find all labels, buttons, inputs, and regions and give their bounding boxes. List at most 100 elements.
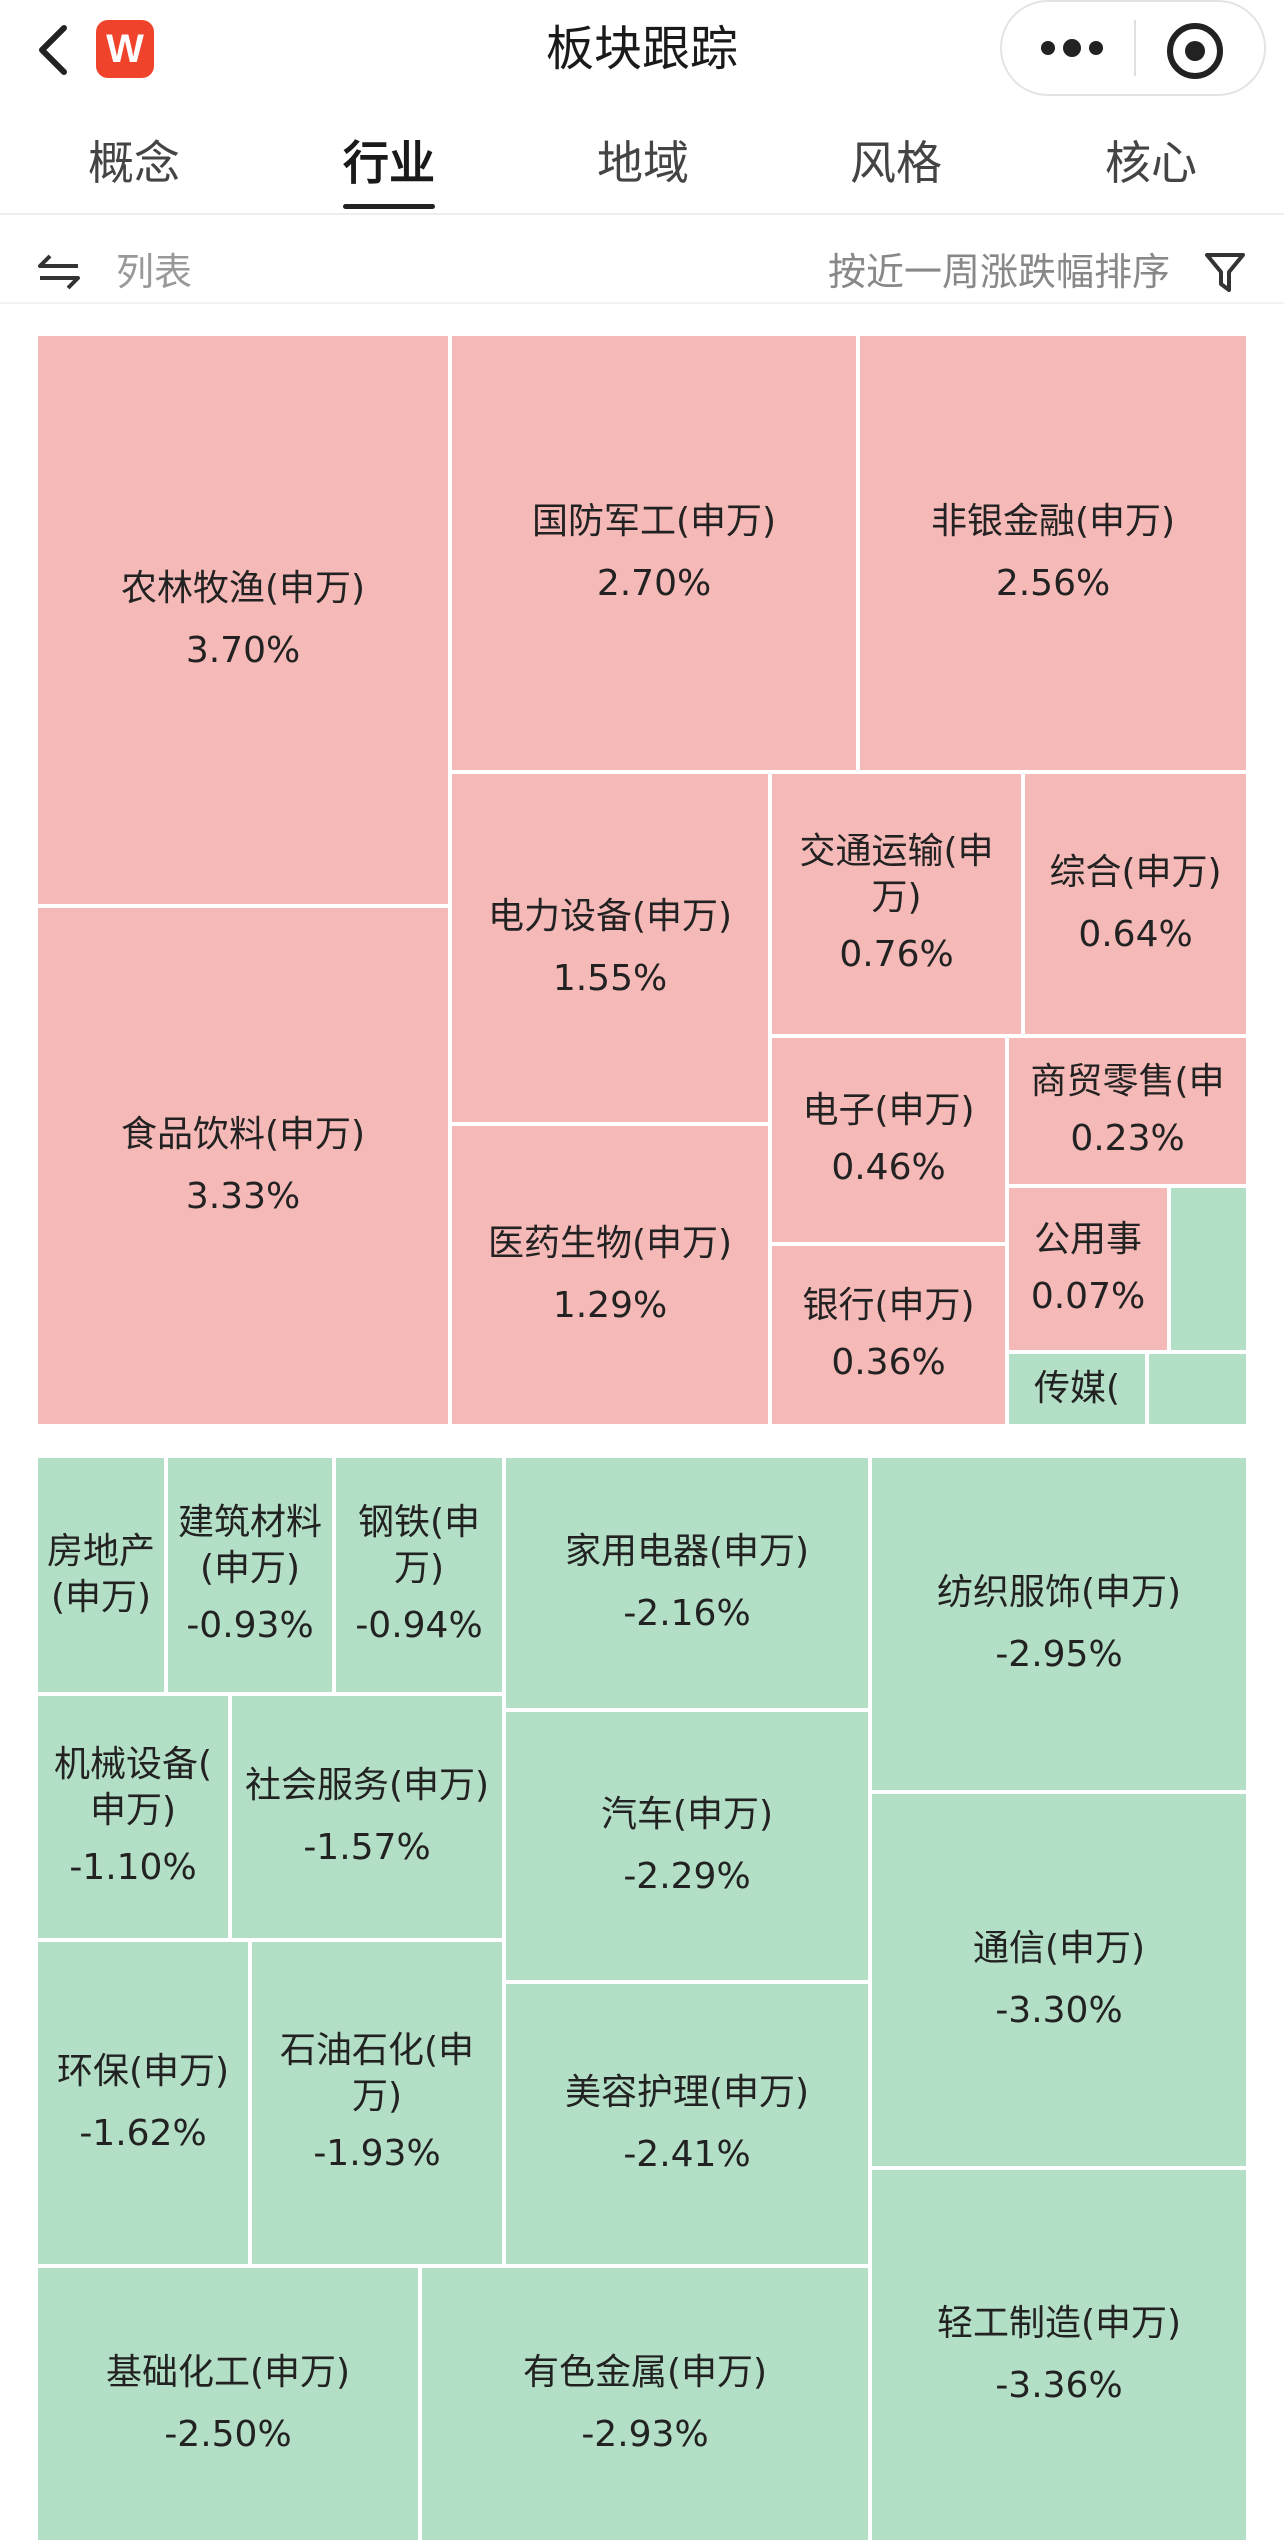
sector-tile[interactable]: 交通运输(申 万) 0.76% — [770, 772, 1023, 1036]
sector-name: 轻工制造(申万) — [936, 2303, 1182, 2344]
sector-tile-small[interactable] — [1169, 1186, 1248, 1352]
sector-name: 通信(申万) — [972, 1928, 1146, 1969]
sector-name: 银行(申万) — [802, 1285, 975, 1326]
sector-tile[interactable]: 通信(申万) -3.30% — [870, 1792, 1248, 2168]
swap-view-icon[interactable] — [36, 252, 82, 292]
sector-change: -2.29% — [623, 1856, 751, 1897]
sector-name-cont: 申万) — [89, 1790, 177, 1831]
sector-tile[interactable]: 综合(申万) 0.64% — [1023, 772, 1248, 1036]
sector-tile[interactable]: 医药生物(申万) 1.29% — [450, 1124, 770, 1426]
sector-change: -3.30% — [995, 1990, 1123, 2031]
list-view-toggle[interactable]: 列表 — [116, 250, 193, 294]
sector-tile[interactable]: 有色金属(申万) -2.93% — [420, 2266, 870, 2542]
sector-change: -2.41% — [623, 2134, 751, 2175]
app-logo-icon: W — [96, 20, 154, 78]
sector-tile[interactable]: 建筑材料 (申万) -0.93% — [166, 1456, 334, 1694]
sector-tile[interactable]: 环保(申万) -1.62% — [36, 1940, 250, 2266]
more-options-icon[interactable] — [1034, 28, 1110, 68]
sector-name: 商贸零售(申 — [1030, 1061, 1225, 1102]
sector-change: 2.70% — [596, 563, 712, 604]
sector-tile[interactable]: 房地产 (申万) — [36, 1456, 166, 1694]
sector-change: -1.57% — [303, 1827, 431, 1868]
sector-name-cont: 万) — [351, 2076, 403, 2117]
sector-tile[interactable]: 基础化工(申万) -2.50% — [36, 2266, 420, 2542]
sector-change: 3.33% — [185, 1176, 301, 1217]
sector-tile[interactable]: 食品饮料(申万) 3.33% — [36, 906, 450, 1426]
tab-style[interactable]: 风格 — [850, 136, 942, 190]
sector-change: 2.56% — [995, 563, 1111, 604]
sector-name: 国防军工(申万) — [531, 501, 777, 542]
sector-name: 综合(申万) — [1049, 852, 1222, 893]
sector-change: 0.07% — [1030, 1276, 1146, 1317]
tab-core[interactable]: 核心 — [1105, 136, 1197, 190]
sector-tile[interactable]: 国防军工(申万) 2.70% — [450, 334, 858, 772]
sector-name: 有色金属(申万) — [522, 2352, 768, 2393]
sector-name: 传媒( — [1033, 1368, 1121, 1409]
close-target-icon[interactable] — [1162, 18, 1228, 84]
sector-tile[interactable]: 社会服务(申万) -1.57% — [230, 1694, 504, 1940]
back-arrow-icon[interactable] — [30, 22, 80, 78]
sector-tile[interactable]: 纺织服饰(申万) -2.95% — [870, 1456, 1248, 1792]
sector-change: 3.70% — [185, 630, 301, 671]
page-title: 板块跟踪 — [545, 21, 738, 77]
sector-change: 1.55% — [552, 958, 668, 999]
tab-region[interactable]: 地域 — [597, 136, 689, 190]
sector-name: 电子(申万) — [802, 1090, 975, 1131]
sector-tile[interactable]: 农林牧渔(申万) 3.70% — [36, 334, 450, 906]
sector-name: 环保(申万) — [56, 2051, 230, 2092]
filter-icon[interactable] — [1203, 250, 1247, 296]
sector-name: 汽车(申万) — [600, 1794, 774, 1835]
sector-change: -2.16% — [623, 1593, 751, 1634]
sector-name: 医药生物(申万) — [487, 1223, 733, 1264]
sector-change: -2.95% — [995, 1634, 1123, 1675]
toolbar-divider — [0, 302, 1284, 304]
sector-change: -1.62% — [79, 2113, 207, 2154]
sector-name: 基础化工(申万) — [105, 2352, 351, 2393]
sector-name: 纺织服饰(申万) — [936, 1572, 1182, 1613]
sector-tile[interactable]: 轻工制造(申万) -3.36% — [870, 2168, 1248, 2542]
sector-change: -3.36% — [995, 2365, 1123, 2406]
sector-name: 房地产 — [46, 1531, 155, 1572]
tab-concept[interactable]: 概念 — [88, 136, 180, 190]
sector-tile-small[interactable] — [1147, 1352, 1248, 1426]
sector-tile[interactable]: 机械设备( 申万) -1.10% — [36, 1694, 230, 1940]
sector-change: -1.10% — [69, 1847, 197, 1888]
sector-name-cont: (申万) — [50, 1577, 152, 1618]
sector-tile[interactable]: 电子(申万) 0.46% — [770, 1036, 1007, 1244]
tab-divider — [0, 213, 1284, 215]
sector-name: 家用电器(申万) — [564, 1531, 810, 1572]
sector-change: -1.93% — [313, 2133, 441, 2174]
sector-change: -2.93% — [581, 2414, 709, 2455]
capsule-divider — [1134, 20, 1136, 76]
sector-tile[interactable]: 银行(申万) 0.36% — [770, 1244, 1007, 1426]
sector-tile[interactable]: 电力设备(申万) 1.55% — [450, 772, 770, 1124]
sector-change: 0.64% — [1078, 914, 1193, 955]
sector-name: 电力设备(申万) — [487, 896, 733, 937]
sector-tile[interactable]: 公用事 0.07% — [1007, 1186, 1169, 1352]
sort-option[interactable]: 按近一周涨跌幅排序 — [827, 250, 1170, 294]
sector-change: -0.94% — [355, 1605, 483, 1646]
sector-name: 交通运输(申 — [799, 831, 994, 872]
sector-change: -2.50% — [164, 2414, 292, 2455]
sector-name: 钢铁(申 — [357, 1502, 481, 1543]
sector-change: 0.46% — [831, 1147, 946, 1188]
sector-tile[interactable]: 商贸零售(申 0.23% — [1007, 1036, 1248, 1186]
sector-tile[interactable]: 非银金融(申万) 2.56% — [858, 334, 1248, 772]
sector-tile[interactable]: 美容护理(申万) -2.41% — [504, 1982, 870, 2266]
sector-name: 公用事 — [1033, 1219, 1142, 1260]
sector-change: 0.76% — [839, 934, 954, 975]
sector-name: 非银金融(申万) — [930, 501, 1176, 542]
sector-change: 0.23% — [1070, 1118, 1185, 1159]
sector-tile[interactable]: 家用电器(申万) -2.16% — [504, 1456, 870, 1710]
sector-tile[interactable]: 石油石化(申 万) -1.93% — [250, 1940, 504, 2266]
sector-tile[interactable]: 汽车(申万) -2.29% — [504, 1710, 870, 1982]
sector-tile[interactable]: 钢铁(申 万) -0.94% — [334, 1456, 504, 1694]
sector-tile[interactable]: 传媒( — [1007, 1352, 1147, 1426]
sector-change: 0.36% — [831, 1342, 946, 1383]
logo-letter: W — [106, 26, 144, 71]
sector-name: 农林牧渔(申万) — [120, 568, 366, 609]
tab-industry[interactable]: 行业 — [343, 136, 435, 190]
sector-name-cont: 万) — [871, 877, 922, 918]
sector-name: 机械设备( — [53, 1744, 213, 1785]
sector-name: 石油石化(申 — [279, 2030, 475, 2071]
